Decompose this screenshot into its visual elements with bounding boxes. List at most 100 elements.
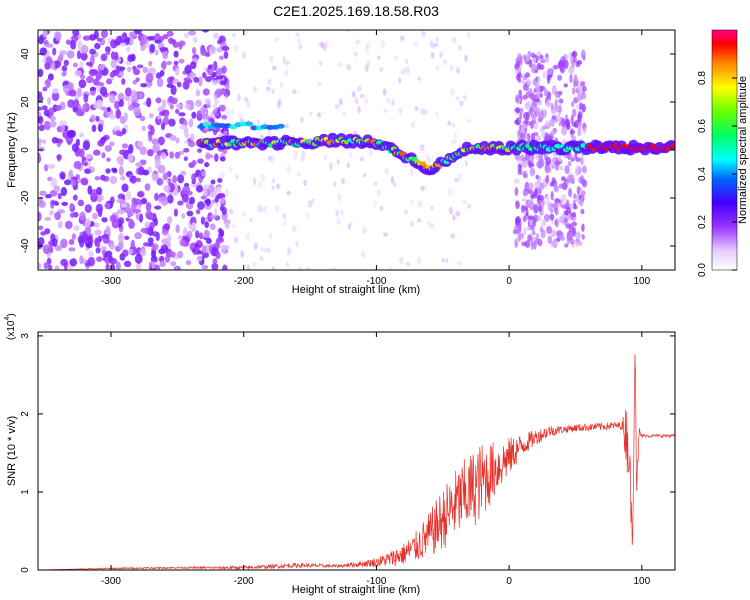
noise-mark bbox=[117, 240, 124, 251]
noise-mark bbox=[91, 124, 97, 133]
noise-mark bbox=[63, 59, 69, 67]
faint-mark bbox=[377, 55, 381, 60]
noise-mark bbox=[132, 68, 141, 76]
faint-mark bbox=[410, 220, 415, 228]
sideband-mark bbox=[517, 231, 522, 242]
noise-mark bbox=[126, 46, 131, 52]
sideband-mark bbox=[553, 184, 559, 193]
noise-mark bbox=[183, 147, 190, 153]
noise-mark bbox=[196, 255, 203, 262]
faint-mark bbox=[266, 247, 271, 254]
spectrogram-marks bbox=[38, 30, 675, 270]
faint-mark bbox=[305, 212, 310, 219]
sideband-mark bbox=[575, 157, 581, 162]
noise-mark bbox=[209, 223, 216, 231]
faint-mark bbox=[398, 77, 402, 84]
noise-mark bbox=[139, 146, 147, 156]
noise-mark bbox=[75, 110, 84, 117]
sideband-mark bbox=[582, 126, 587, 135]
faint-mark bbox=[306, 266, 311, 270]
noise-mark bbox=[212, 80, 220, 86]
faint-mark bbox=[451, 122, 456, 128]
sideband-mark bbox=[535, 83, 541, 94]
sideband-mark bbox=[554, 208, 559, 216]
sideband-mark bbox=[527, 188, 533, 195]
faint-mark bbox=[252, 261, 257, 268]
faint-mark bbox=[448, 206, 454, 215]
faint-mark bbox=[364, 65, 369, 73]
colorbar-ticks: 0.0 0.2 0.4 0.6 0.8 bbox=[697, 71, 737, 277]
faint-mark bbox=[462, 95, 467, 100]
sideband-mark bbox=[537, 238, 543, 247]
noise-mark bbox=[68, 89, 77, 97]
noise-mark bbox=[209, 214, 217, 219]
spectrogram-ytick-label: 20 bbox=[20, 96, 31, 108]
noise-mark bbox=[153, 218, 158, 226]
sideband-mark bbox=[535, 232, 540, 242]
noise-mark bbox=[144, 183, 151, 191]
noise-mark bbox=[79, 255, 84, 265]
noise-mark bbox=[191, 47, 197, 55]
snr-multiplier-close: ) bbox=[6, 313, 17, 316]
spectrogram-ytick-label: 40 bbox=[20, 48, 31, 60]
sideband-mark bbox=[530, 194, 535, 199]
sideband-mark bbox=[556, 113, 561, 122]
snr-xlabel: Height of straight line (km) bbox=[292, 584, 420, 596]
noise-mark bbox=[215, 75, 224, 80]
faint-mark bbox=[380, 40, 386, 49]
snr-ytick-label: 0 bbox=[20, 567, 31, 573]
sideband-mark bbox=[561, 194, 567, 201]
noise-mark bbox=[66, 39, 71, 45]
noise-mark bbox=[127, 104, 135, 111]
faint-mark bbox=[272, 178, 276, 184]
noise-mark bbox=[175, 103, 183, 109]
faint-mark bbox=[235, 174, 239, 180]
faint-mark bbox=[449, 64, 454, 72]
noise-mark bbox=[105, 51, 111, 56]
noise-mark bbox=[72, 30, 80, 37]
faint-mark bbox=[357, 105, 361, 114]
sideband-mark bbox=[535, 135, 541, 142]
noise-mark bbox=[100, 246, 107, 251]
noise-mark bbox=[38, 211, 42, 222]
noise-mark bbox=[84, 204, 92, 213]
noise-mark bbox=[93, 30, 99, 40]
sideband-mark bbox=[532, 214, 539, 223]
sideband-mark bbox=[581, 234, 585, 240]
faint-mark bbox=[253, 242, 258, 250]
sideband-mark bbox=[522, 162, 528, 169]
faint-mark bbox=[414, 41, 418, 48]
noise-mark bbox=[220, 245, 227, 254]
noise-mark bbox=[154, 192, 159, 201]
noise-mark bbox=[38, 68, 44, 78]
sideband-mark bbox=[559, 165, 564, 171]
sideband-mark bbox=[550, 229, 557, 238]
faint-mark bbox=[246, 264, 251, 270]
faint-mark bbox=[337, 193, 341, 202]
noise-mark bbox=[197, 201, 205, 210]
noise-mark bbox=[40, 231, 47, 236]
snr-ytick-label: 1 bbox=[20, 489, 31, 495]
noise-mark bbox=[177, 250, 184, 259]
sideband-mark bbox=[545, 174, 550, 184]
sideband-mark bbox=[558, 183, 565, 189]
noise-mark bbox=[115, 130, 122, 137]
faint-mark bbox=[230, 108, 235, 117]
noise-mark bbox=[152, 143, 160, 154]
faint-mark bbox=[361, 250, 366, 259]
sideband-mark bbox=[518, 117, 522, 125]
noise-mark bbox=[41, 105, 48, 111]
noise-mark bbox=[211, 71, 217, 78]
faint-mark bbox=[260, 173, 266, 182]
noise-mark bbox=[136, 64, 144, 69]
noise-mark bbox=[189, 61, 197, 70]
sideband-mark bbox=[536, 56, 540, 61]
noise-mark bbox=[134, 232, 142, 240]
noise-mark bbox=[221, 114, 228, 120]
faint-mark bbox=[383, 232, 388, 237]
noise-mark bbox=[128, 31, 137, 38]
noise-mark bbox=[88, 250, 94, 257]
noise-mark bbox=[218, 88, 227, 95]
noise-mark bbox=[106, 106, 111, 113]
